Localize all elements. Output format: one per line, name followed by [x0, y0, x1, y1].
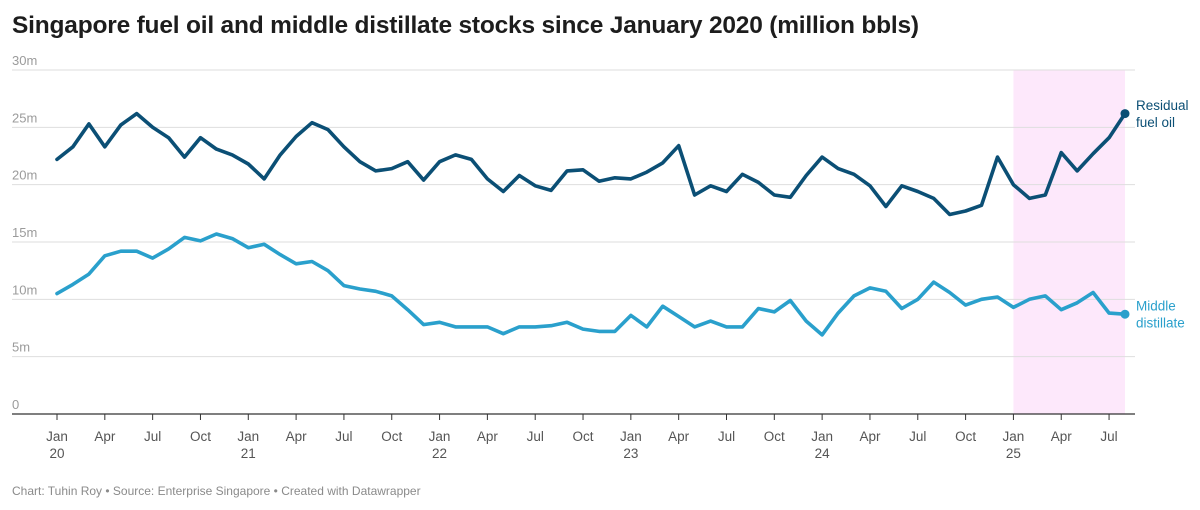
series-labels: Residual fuel oil Middle distillate [1136, 98, 1189, 331]
series-end-point [1120, 309, 1130, 319]
gridlines [12, 69, 1135, 358]
series-label: distillate [1136, 316, 1185, 331]
x-tick-label: Apr [94, 429, 116, 444]
y-tick-label: 25m [12, 110, 37, 125]
x-tick-label: Jul [1100, 429, 1117, 444]
x-tick-label: Apr [859, 429, 881, 444]
x-tick-year-label: 21 [241, 446, 256, 461]
x-tick-label: Jul [144, 429, 161, 444]
x-tick-label: Oct [381, 429, 402, 444]
x-tick-year-label: 24 [815, 446, 831, 461]
x-tick-label: Apr [1051, 429, 1073, 444]
x-tick-label: Jan [46, 429, 68, 444]
series-lines [55, 109, 1130, 337]
y-tick-label: 15m [12, 225, 37, 240]
x-tick-label: Oct [955, 429, 976, 444]
x-tick-label: Jan [811, 429, 833, 444]
series-line-middle-distillate [55, 232, 1127, 337]
x-tick-label: Jan [429, 429, 451, 444]
x-tick-label: Jul [527, 429, 544, 444]
series-label: fuel oil [1136, 115, 1175, 130]
y-tick-label: 10m [12, 282, 37, 297]
x-tick-year-label: 25 [1006, 446, 1021, 461]
x-tick-label: Apr [668, 429, 690, 444]
chart-footer: Chart: Tuhin Roy • Source: Enterprise Si… [12, 484, 421, 498]
series-label: Middle [1136, 299, 1176, 314]
x-tick-year-label: 23 [623, 446, 638, 461]
x-axis-ticks: Jan 20 Apr Jul Oct Jan 21 Apr Jul Oct Jan 22 Apr Jul O… [46, 414, 1118, 461]
series-end-point [1120, 109, 1130, 119]
y-tick-label: 0 [12, 397, 19, 412]
x-tick-label: Jan [1003, 429, 1025, 444]
x-tick-label: Jul [718, 429, 735, 444]
x-tick-label: Oct [573, 429, 594, 444]
chart-title: Singapore fuel oil and middle distillate… [12, 12, 919, 39]
x-tick-label: Oct [190, 429, 211, 444]
y-tick-label: 20m [12, 168, 37, 183]
series-line-residual-fuel-oil [55, 111, 1127, 217]
x-tick-label: Jan [237, 429, 259, 444]
x-tick-label: Apr [286, 429, 308, 444]
y-tick-label: 5m [12, 340, 30, 355]
x-tick-label: Oct [764, 429, 785, 444]
x-tick-label: Jul [909, 429, 926, 444]
x-tick-year-label: 20 [49, 446, 64, 461]
y-axis-labels: 0 5m 10m 15m 20m 25m 30m [12, 53, 37, 412]
series-label: Residual [1136, 98, 1189, 113]
y-tick-label: 30m [12, 53, 37, 68]
x-tick-label: Jan [620, 429, 642, 444]
x-tick-year-label: 22 [432, 446, 447, 461]
x-tick-label: Apr [477, 429, 499, 444]
x-tick-label: Jul [335, 429, 352, 444]
